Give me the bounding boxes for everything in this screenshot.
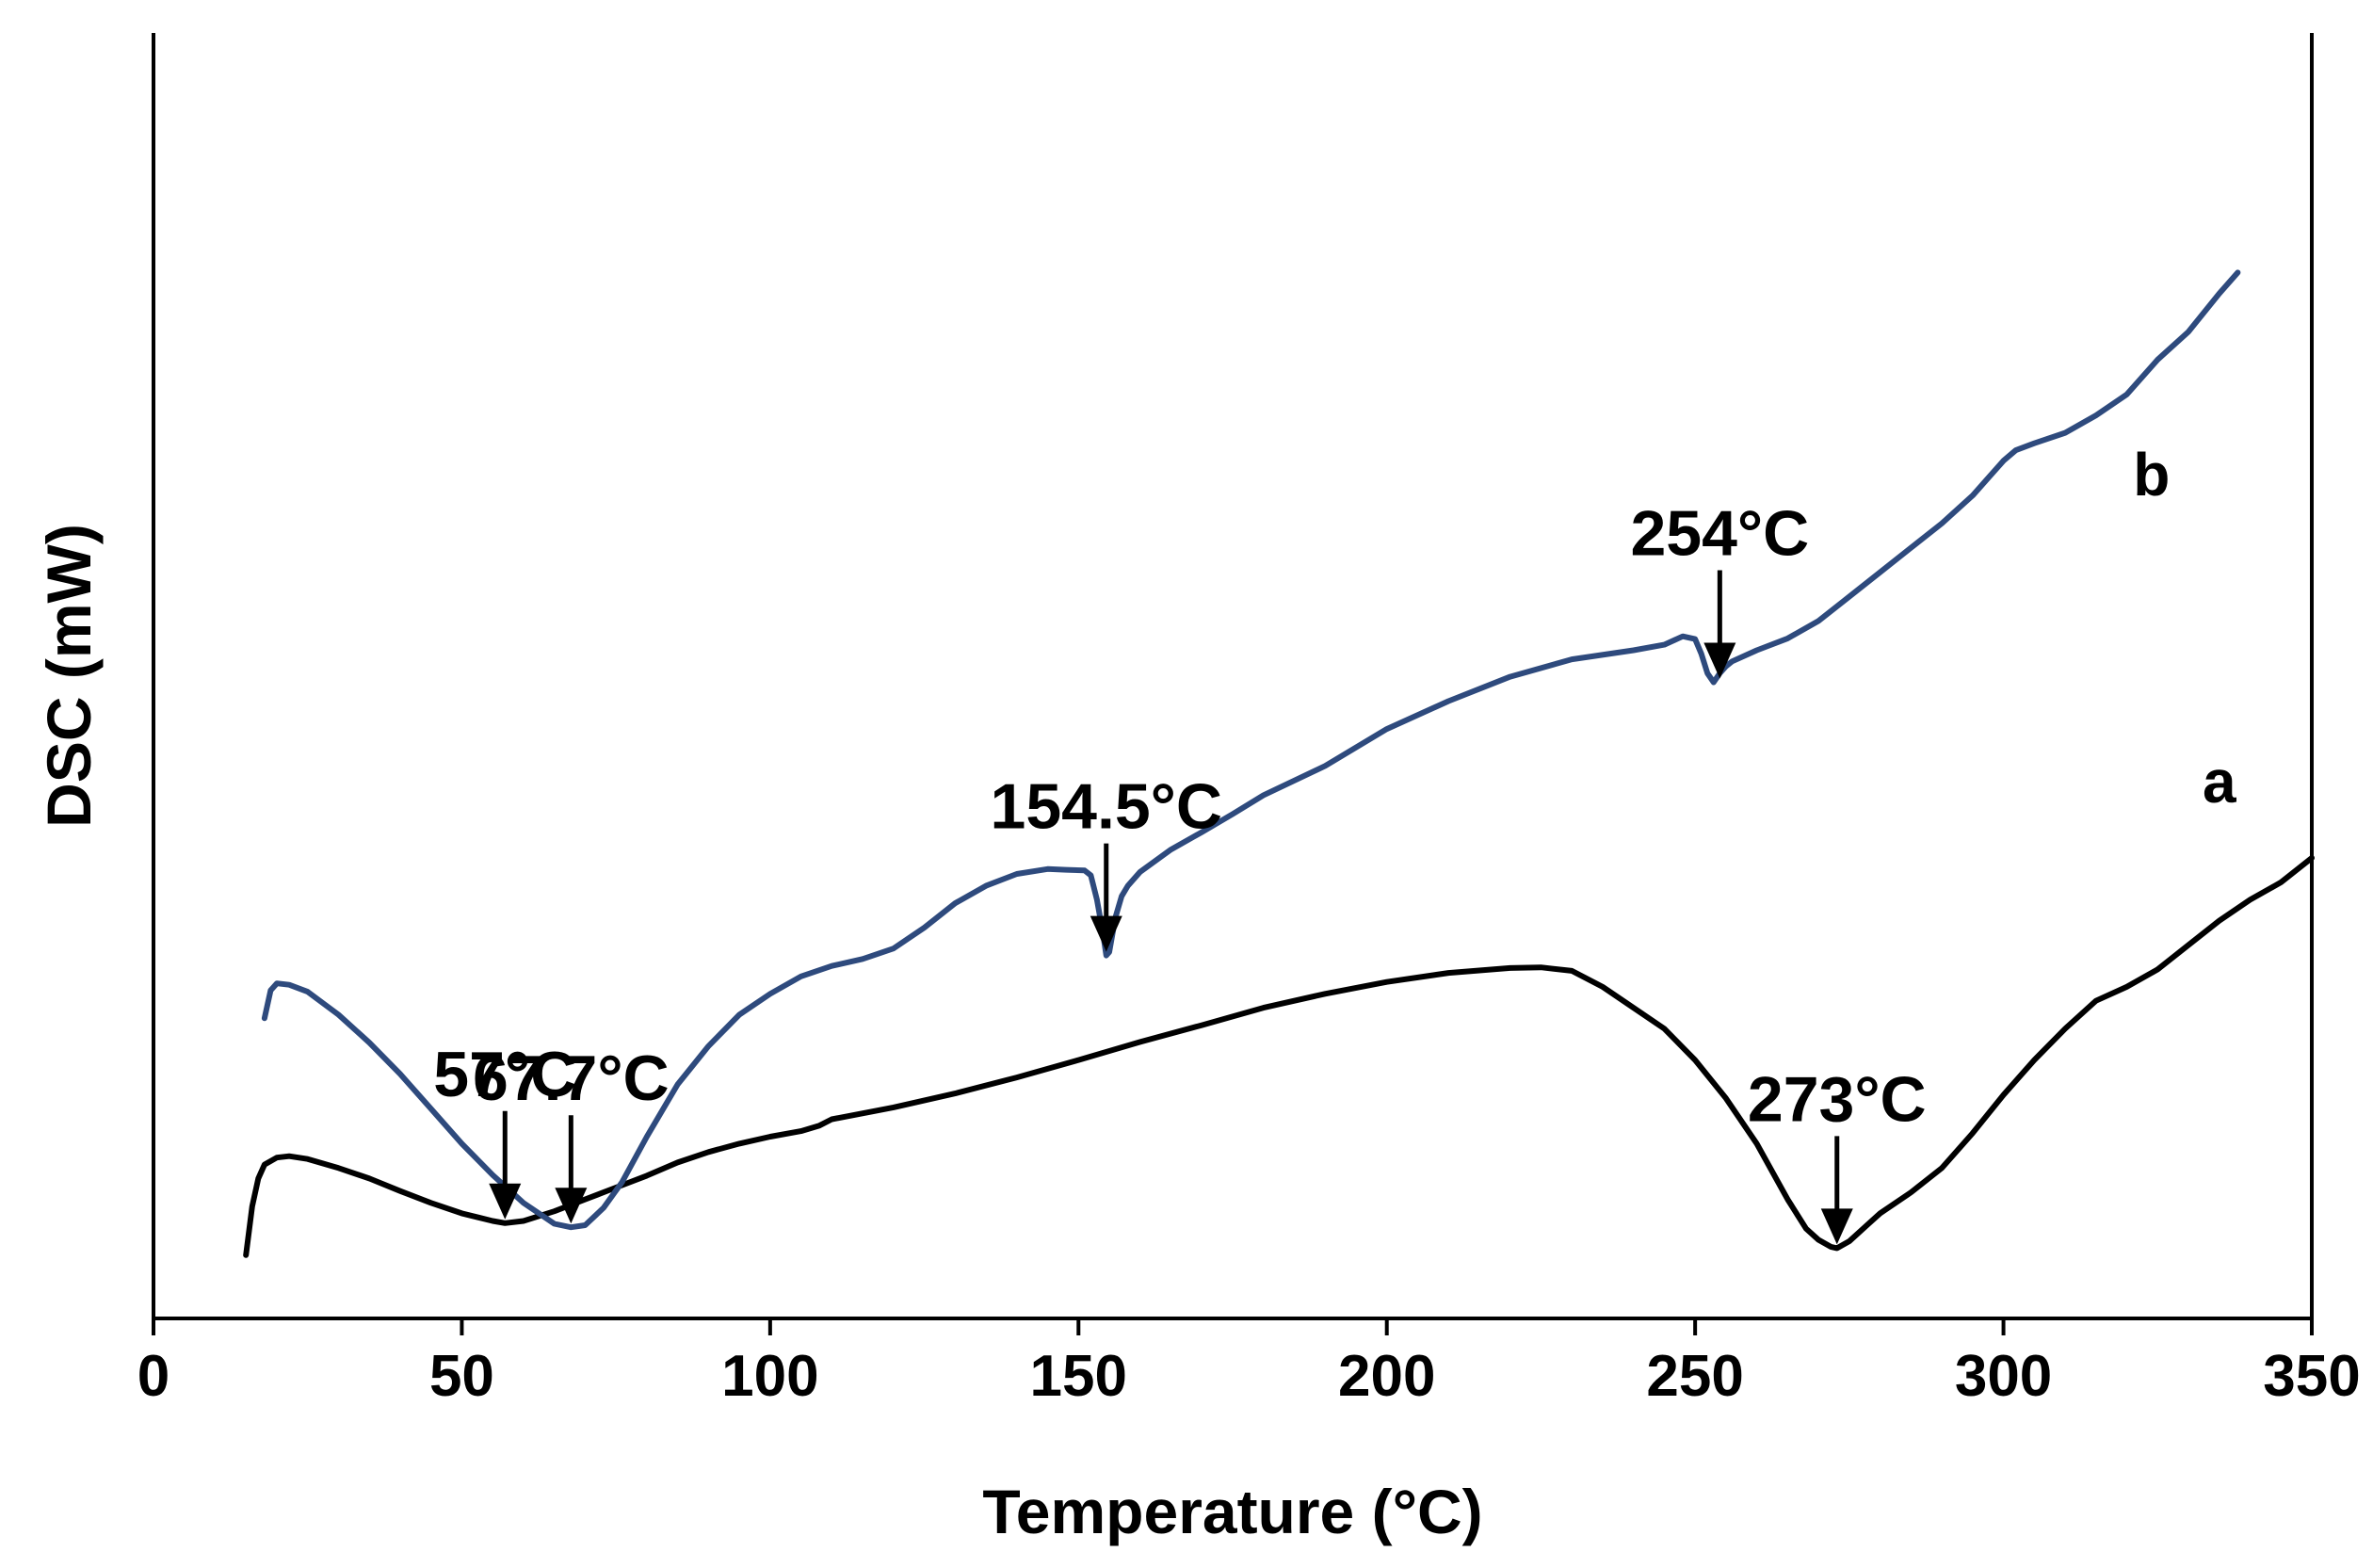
arrow-head-icon xyxy=(1703,642,1736,679)
peak-label: 67.7°C xyxy=(473,1043,670,1114)
series-label-b: b xyxy=(2133,441,2170,509)
y-axis-title: DSC (mW) xyxy=(34,524,104,828)
x-tick-label: 350 xyxy=(2263,1344,2360,1409)
x-tick-label: 100 xyxy=(721,1344,818,1409)
series-label-a: a xyxy=(2203,748,2236,816)
x-tick-label: 200 xyxy=(1338,1344,1435,1409)
peak-label: 254°C xyxy=(1630,498,1809,570)
series-line-a xyxy=(243,855,2315,1258)
x-tick-label: 250 xyxy=(1646,1344,1743,1409)
peak-label: 273°C xyxy=(1748,1063,1927,1135)
x-tick-label: 50 xyxy=(429,1344,494,1409)
peak-annotation: 67.7°C xyxy=(473,1043,670,1224)
x-tick-label: 300 xyxy=(1955,1344,2052,1409)
peak-label: 57°C xyxy=(433,1039,576,1110)
annotation-layer: 67.7°C 154.5°C 254°C 57°C 273°C xyxy=(433,498,1927,1245)
peak-annotation: 254°C xyxy=(1630,498,1809,679)
x-tick-label: 0 xyxy=(137,1344,170,1409)
axes xyxy=(152,33,2314,1320)
peak-annotation: 57°C xyxy=(433,1039,576,1220)
plot-frame xyxy=(152,33,2314,1320)
series-labels: ba xyxy=(2133,441,2236,816)
x-axis-ticks: 0 50 100 150 200 250 300 350 xyxy=(137,1318,2361,1409)
peak-annotation: 154.5°C xyxy=(991,771,1222,952)
arrow-head-icon xyxy=(1820,1208,1853,1245)
x-axis-title: Temperature (°C) xyxy=(982,1477,1482,1546)
series-layer xyxy=(243,269,2315,1258)
series-line-b xyxy=(261,269,2241,1231)
peak-annotation: 273°C xyxy=(1748,1063,1927,1245)
arrow-head-icon xyxy=(1090,915,1122,952)
peak-label: 154.5°C xyxy=(991,771,1222,843)
x-tick-label: 150 xyxy=(1030,1344,1127,1409)
arrow-head-icon xyxy=(555,1188,588,1224)
arrow-head-icon xyxy=(489,1183,522,1220)
